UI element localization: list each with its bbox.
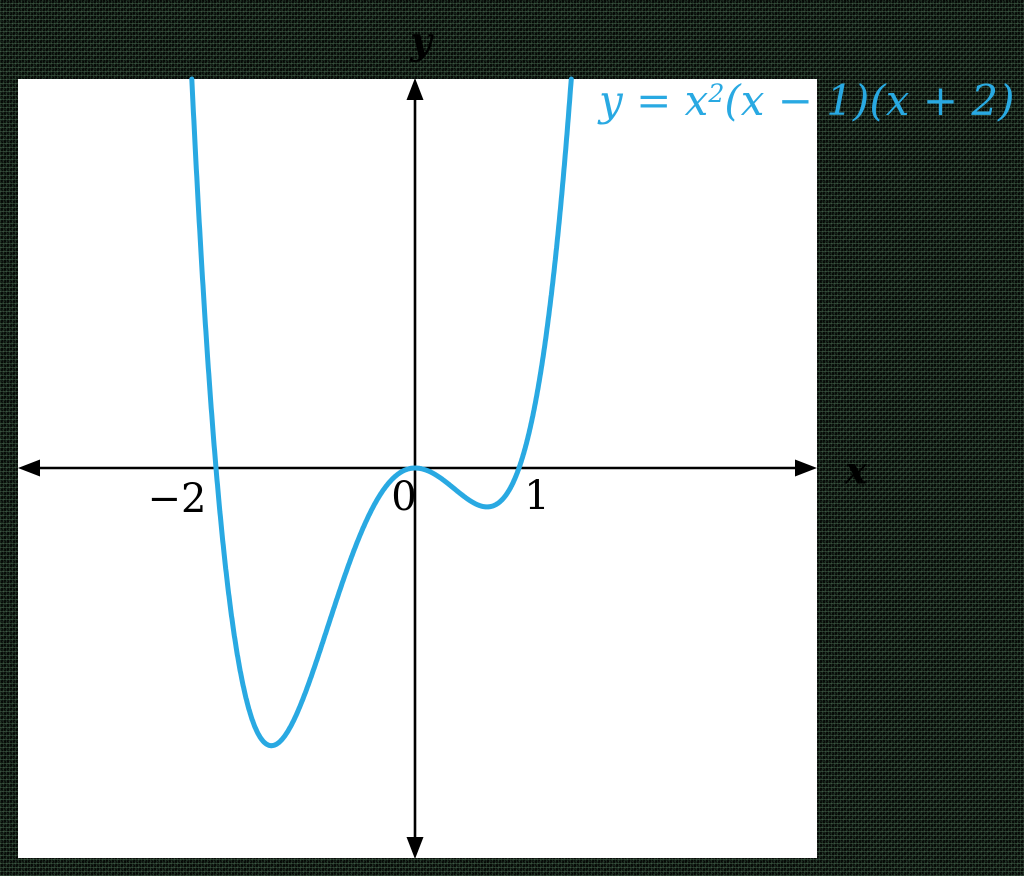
equation-prefix: y = x [599,76,709,125]
tick-label-one: 1 [524,473,550,519]
tick-label-zero: 0 [391,474,417,520]
x-axis-left-arrowhead [18,459,40,477]
y-axis-label: y [410,18,432,63]
y-axis-bottom-arrowhead [406,837,424,859]
y-axis-top-arrowhead [406,78,424,100]
equation-label: y = x2(x − 1)(x + 2) [599,80,1015,122]
x-axis-right-arrowhead [795,459,817,477]
x-axis-label: x [844,448,868,493]
equation-suffix: (x − 1)(x + 2) [724,76,1015,125]
function-curve [189,76,574,749]
equation-exponent: 2 [708,78,725,108]
tick-label-minus-2: −2 [147,476,207,522]
